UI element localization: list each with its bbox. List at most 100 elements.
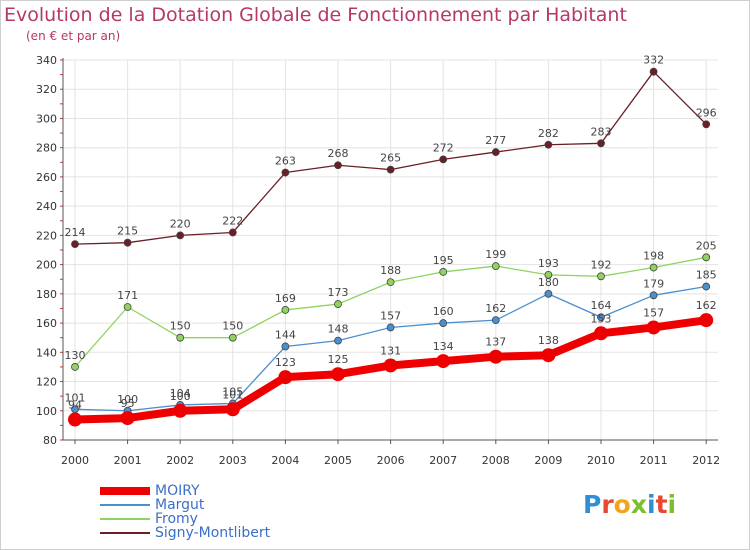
data-label-margut-2000: 101 (65, 391, 86, 404)
data-label-fromy-2008: 199 (485, 248, 506, 261)
x-tick-label-2007: 2007 (429, 454, 457, 467)
axis-layer: 80 100 120 140 160 180 200 220 240 260 280 300 320 34… (36, 54, 720, 467)
data-label-fromy-2004: 169 (275, 292, 296, 305)
y-tick-label-340: 340 (36, 54, 57, 67)
y-tick-label-280: 280 (36, 142, 57, 155)
y-tick-label-300: 300 (36, 112, 57, 125)
x-tick-label-2008: 2008 (482, 454, 510, 467)
data-label-margut-2001: 100 (117, 393, 138, 406)
x-tick-label-2010: 2010 (587, 454, 615, 467)
data-label-moiry-2003: 101 (222, 388, 243, 401)
data-point-signy-montlibert-2010 (597, 139, 605, 148)
y-tick-label-320: 320 (36, 83, 57, 96)
data-label-margut-2007: 160 (433, 305, 454, 318)
data-label-moiry-2012: 162 (696, 299, 717, 312)
data-label-margut-2011: 179 (643, 277, 664, 290)
y-tick-label-100: 100 (36, 405, 57, 418)
data-label-moiry-2011: 157 (643, 306, 664, 319)
data-label-signy-montlibert-2004: 263 (275, 155, 296, 168)
legend-label-signy-montlibert: Signy-Montlibert (155, 525, 271, 541)
data-label-moiry-2002: 100 (170, 390, 191, 403)
data-label-signy-montlibert-2006: 265 (380, 152, 401, 165)
data-point-moiry-2002 (173, 403, 188, 418)
data-point-fromy-2005 (334, 300, 342, 308)
data-label-signy-montlibert-2003: 222 (222, 214, 243, 227)
data-label-margut-2008: 162 (485, 302, 506, 315)
data-point-moiry-2003 (225, 402, 240, 417)
data-point-fromy-2010 (597, 272, 605, 281)
data-label-moiry-2005: 125 (328, 353, 349, 366)
data-label-margut-2006: 157 (380, 309, 401, 322)
data-label-signy-montlibert-2001: 215 (117, 225, 138, 238)
data-point-margut-2011 (649, 291, 658, 300)
y-tick-label-120: 120 (36, 376, 57, 389)
x-tick-label-2000: 2000 (61, 454, 89, 467)
y-tick-label-80: 80 (43, 434, 57, 447)
data-point-fromy-2009 (544, 270, 553, 279)
data-point-margut-2008 (491, 316, 500, 325)
data-label-fromy-2007: 195 (433, 254, 454, 267)
data-label-moiry-2010: 153 (591, 312, 612, 325)
data-label-signy-montlibert-2012: 296 (696, 106, 717, 119)
data-label-signy-montlibert-2002: 220 (170, 217, 191, 230)
data-point-signy-montlibert-2002 (176, 231, 185, 240)
data-label-margut-2012: 185 (696, 269, 717, 282)
data-label-margut-2002: 104 (170, 387, 191, 400)
data-point-fromy-2000 (71, 363, 79, 371)
data-point-margut-2007 (439, 319, 448, 327)
data-label-margut-2003: 105 (222, 385, 243, 398)
data-point-moiry-2012 (699, 313, 714, 328)
data-label-margut-2005: 148 (328, 323, 349, 336)
data-label-signy-montlibert-2009: 282 (538, 127, 559, 140)
data-label-fromy-2009: 193 (538, 257, 559, 270)
x-tick-label-2004: 2004 (271, 454, 299, 467)
data-label-fromy-2012: 205 (696, 239, 717, 252)
y-tick-label-140: 140 (36, 346, 57, 359)
data-point-margut-2005 (334, 336, 342, 345)
data-point-moiry-2001 (120, 411, 135, 426)
data-label-moiry-2000: 94 (68, 399, 82, 412)
data-point-moiry-2011 (646, 320, 661, 335)
y-tick-label-220: 220 (36, 229, 57, 242)
grid-layer (63, 59, 718, 441)
data-label-margut-2004: 144 (275, 328, 296, 341)
data-label-moiry-2004: 123 (275, 356, 296, 369)
series-layer (68, 67, 714, 427)
data-point-margut-2009 (544, 289, 553, 298)
x-tick-label-2012: 2012 (692, 454, 720, 467)
chart-subtitle: (en € et par an) (26, 29, 121, 43)
data-point-signy-montlibert-2008 (491, 148, 500, 156)
data-point-fromy-2008 (491, 262, 500, 270)
legend-swatch-moiry (100, 487, 150, 495)
proxiti-logo[interactable]: Proxiti (583, 490, 677, 519)
legend-swatch-margut (100, 504, 150, 506)
data-label-signy-montlibert-2000: 214 (65, 226, 86, 239)
data-point-fromy-2003 (228, 333, 237, 342)
data-point-moiry-2000 (68, 412, 82, 427)
x-tick-label-2003: 2003 (219, 454, 247, 467)
data-point-moiry-2010 (594, 326, 608, 341)
data-label-moiry-2007: 134 (433, 340, 454, 353)
y-tick-label-200: 200 (36, 259, 57, 272)
data-label-fromy-2002: 150 (170, 320, 191, 333)
x-tick-label-2002: 2002 (166, 454, 194, 467)
chart-title: Evolution de la Dotation Globale de Fonc… (4, 4, 627, 26)
data-point-signy-montlibert-2007 (439, 155, 448, 164)
data-label-signy-montlibert-2008: 277 (485, 134, 506, 147)
data-label-signy-montlibert-2010: 283 (591, 125, 612, 138)
data-label-margut-2009: 180 (538, 276, 559, 289)
data-point-signy-montlibert-2003 (228, 228, 237, 237)
data-point-signy-montlibert-2012 (702, 120, 711, 129)
data-label-signy-montlibert-2005: 268 (328, 147, 349, 160)
y-tick-label-260: 260 (36, 171, 57, 184)
x-tick-label-2009: 2009 (534, 454, 562, 467)
data-point-fromy-2002 (176, 333, 185, 342)
data-point-signy-montlibert-2006 (386, 165, 395, 174)
data-point-moiry-2008 (488, 349, 503, 364)
data-point-moiry-2006 (383, 358, 398, 373)
data-point-fromy-2011 (649, 263, 658, 272)
data-point-signy-montlibert-2001 (123, 238, 132, 247)
data-point-moiry-2005 (331, 367, 345, 382)
legend-label-moiry: MOIRY (155, 483, 200, 499)
